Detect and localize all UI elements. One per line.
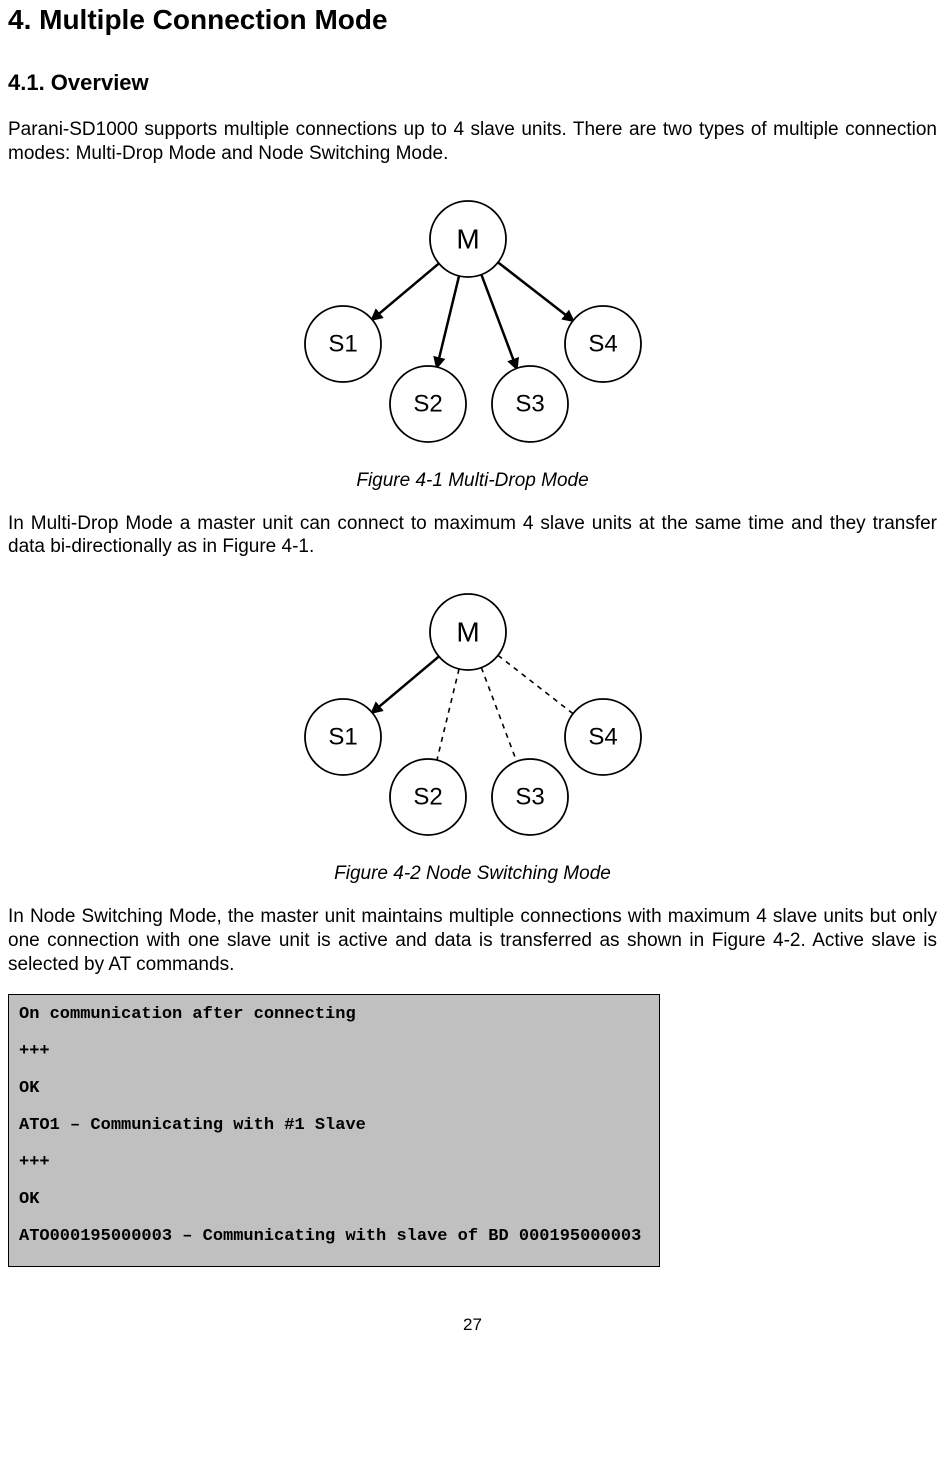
figure-multi-drop: M S1 S2 S3 S4 xyxy=(8,184,937,454)
figure-caption-1: Figure 4-1 Multi-Drop Mode xyxy=(8,470,937,492)
page-number: 27 xyxy=(8,1315,937,1335)
node-label-M: M xyxy=(456,223,479,254)
code-example-box: On communication after connecting +++ OK… xyxy=(8,994,660,1267)
edge-M-S3 xyxy=(481,668,516,762)
node-label-S1: S1 xyxy=(328,330,357,357)
figure-node-switching: M S1 S2 S3 S4 xyxy=(8,577,937,847)
edge-M-S3 xyxy=(481,274,516,368)
code-line: +++ xyxy=(19,1153,649,1172)
paragraph-overview: Parani-SD1000 supports multiple connecti… xyxy=(8,118,937,166)
edge-M-S2 xyxy=(436,669,458,760)
node-label-S3: S3 xyxy=(515,390,544,417)
node-label-S2: S2 xyxy=(413,390,442,417)
code-line: OK xyxy=(19,1079,649,1098)
edge-M-S4 xyxy=(497,655,572,713)
figure-caption-2: Figure 4-2 Node Switching Mode xyxy=(8,863,937,885)
edge-M-S2 xyxy=(436,275,458,366)
paragraph-nodeswitching: In Node Switching Mode, the master unit … xyxy=(8,905,937,976)
code-line: OK xyxy=(19,1190,649,1209)
edge-M-S4 xyxy=(497,262,572,320)
code-line: ATO1 – Communicating with #1 Slave xyxy=(19,1116,649,1135)
code-line: ATO000195000003 – Communicating with sla… xyxy=(19,1227,649,1246)
diagram-multi-drop: M S1 S2 S3 S4 xyxy=(258,184,688,454)
code-line: On communication after connecting xyxy=(19,1005,649,1024)
node-label-S4: S4 xyxy=(588,330,617,357)
diagram-node-switching: M S1 S2 S3 S4 xyxy=(258,577,688,847)
section-heading: 4. Multiple Connection Mode xyxy=(8,4,937,36)
code-line: +++ xyxy=(19,1042,649,1061)
edge-M-S1 xyxy=(372,656,439,712)
node-label-S3: S3 xyxy=(515,784,544,811)
paragraph-multidrop: In Multi-Drop Mode a master unit can con… xyxy=(8,512,937,560)
subsection-heading: 4.1. Overview xyxy=(8,70,937,96)
node-label-S2: S2 xyxy=(413,784,442,811)
node-label-S1: S1 xyxy=(328,724,357,751)
node-label-M: M xyxy=(456,617,479,648)
node-label-S4: S4 xyxy=(588,724,617,751)
edge-M-S1 xyxy=(372,263,439,319)
